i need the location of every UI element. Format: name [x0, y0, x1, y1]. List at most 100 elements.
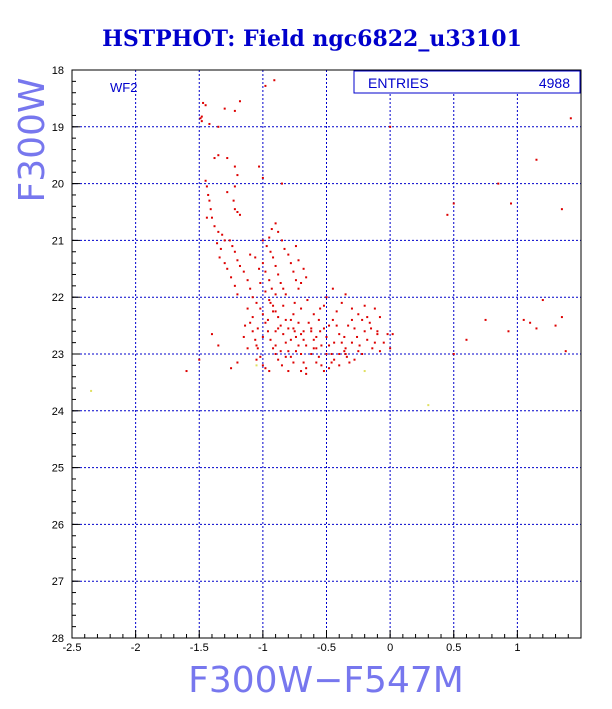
- data-point: [233, 208, 236, 211]
- data-point: [268, 299, 271, 302]
- data-point: [242, 335, 245, 338]
- data-point: [233, 185, 236, 188]
- data-point: [306, 299, 309, 302]
- data-point: [259, 282, 262, 284]
- data-point: [452, 353, 455, 355]
- data-point: [274, 353, 277, 355]
- data-point: [338, 353, 341, 355]
- y-tick-label: 19: [52, 122, 64, 134]
- data-point: [218, 256, 221, 259]
- data-point: [361, 353, 364, 355]
- data-point: [223, 107, 226, 110]
- data-point: [297, 321, 300, 324]
- data-point: [246, 279, 249, 282]
- data-point: [333, 341, 336, 344]
- data-point: [264, 367, 267, 370]
- data-points: [90, 79, 572, 407]
- data-point: [269, 301, 272, 304]
- x-tick-label: 1: [514, 642, 520, 654]
- x-tick-label: 0.5: [446, 642, 461, 654]
- data-point: [343, 335, 346, 338]
- data-point: [289, 262, 292, 265]
- data-point: [507, 330, 510, 333]
- data-point: [312, 313, 315, 316]
- data-point: [255, 301, 258, 304]
- x-tick-label: -1: [258, 642, 268, 654]
- data-point: [305, 372, 308, 375]
- data-point: [300, 333, 303, 336]
- y-tick-label: 21: [52, 235, 64, 247]
- data-point: [268, 279, 271, 282]
- data-point: [322, 304, 325, 307]
- data-point: [264, 270, 267, 273]
- data-point: [238, 100, 241, 103]
- data-point: [370, 327, 373, 330]
- data-point: [238, 213, 241, 216]
- plot-frame: [71, 69, 582, 639]
- data-point: [353, 358, 356, 361]
- stats-box: ENTRIES 4988: [353, 70, 581, 94]
- data-point: [242, 270, 245, 273]
- data-point: [223, 239, 226, 242]
- data-point: [317, 355, 320, 358]
- x-axis-label: F300W−F547M: [188, 660, 464, 701]
- data-point: [293, 301, 296, 304]
- data-point: [317, 318, 320, 321]
- x-tick-label: -0.5: [317, 642, 336, 654]
- x-tick-label: -2: [131, 642, 141, 654]
- data-point: [261, 239, 264, 242]
- data-point: [305, 367, 308, 370]
- data-point: [264, 84, 267, 87]
- data-point: [297, 259, 300, 262]
- data-point: [522, 318, 525, 321]
- y-tick-label: 27: [52, 576, 64, 588]
- y-tick-label: 25: [52, 463, 64, 475]
- data-point: [270, 228, 273, 231]
- data-point: [292, 361, 295, 364]
- data-point: [312, 347, 315, 350]
- data-point: [264, 321, 267, 324]
- data-point: [277, 327, 280, 330]
- data-point: [373, 341, 376, 344]
- data-point: [330, 353, 333, 355]
- data-point: [269, 250, 272, 253]
- data-point: [358, 344, 361, 347]
- data-point: [209, 208, 212, 211]
- data-point: [202, 101, 205, 104]
- data-point: [554, 324, 557, 327]
- data-point: [274, 310, 277, 313]
- data-point: [344, 293, 347, 296]
- data-point: [274, 293, 277, 296]
- data-point: [305, 276, 308, 279]
- data-point: [330, 361, 333, 364]
- data-point: [230, 276, 233, 279]
- data-point: [319, 307, 322, 310]
- data-point: [340, 301, 343, 304]
- data-point: [293, 330, 296, 333]
- data-point: [244, 324, 247, 327]
- data-point: [345, 355, 348, 358]
- data-point: [217, 125, 220, 128]
- data-point: [274, 264, 277, 267]
- data-point: [315, 347, 318, 350]
- data-point: [251, 296, 254, 299]
- data-point: [249, 287, 252, 290]
- data-point: [282, 304, 285, 307]
- x-tick-label: -2.5: [63, 642, 82, 654]
- data-point: [261, 313, 264, 316]
- data-point: [328, 324, 331, 327]
- data-point: [266, 318, 269, 321]
- data-point: [256, 347, 259, 350]
- data-point: [274, 222, 277, 225]
- data-point: [266, 330, 269, 333]
- data-point: [560, 316, 563, 319]
- data-point: [261, 335, 264, 338]
- data-point: [325, 296, 328, 299]
- data-point: [258, 165, 261, 168]
- data-point: [569, 117, 572, 120]
- data-point: [302, 338, 305, 341]
- axis-ticks: -2.5 -2 -1.5 -1 -0.5 0 0.5 1 18 19 20 21 22 23 24 25 26 2…: [52, 65, 582, 654]
- data-point: [277, 316, 280, 319]
- data-point: [452, 202, 455, 205]
- data-point: [340, 341, 343, 344]
